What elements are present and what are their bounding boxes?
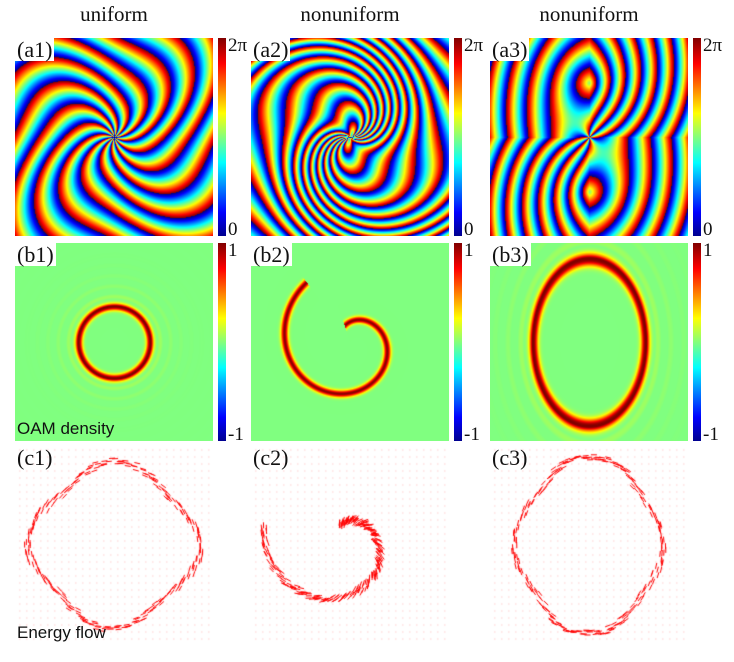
column-title: uniform (14, 2, 214, 27)
colorbar-max-label: 2π (703, 36, 722, 55)
phase-colorbar (218, 38, 226, 236)
oam-colorbar (693, 243, 701, 441)
colorbar-min-label: -1 (703, 425, 719, 444)
colorbar-min-label: 0 (464, 220, 474, 239)
phase-map-2 (251, 38, 449, 236)
panel-label: (c3) (490, 446, 529, 469)
flow-map-1 (15, 446, 213, 644)
oam-map-3 (490, 243, 688, 441)
phase-map-1 (15, 38, 213, 236)
column-title: nonuniform (250, 2, 450, 27)
flow-map-3 (490, 446, 688, 644)
oam-density-label: OAM density (17, 419, 114, 439)
flow-map-2 (251, 446, 449, 644)
colorbar-min-label: -1 (464, 425, 480, 444)
energy-flow-label: Energy flow (17, 623, 106, 643)
oam-map-1 (15, 243, 213, 441)
panel-label: (b1) (15, 243, 56, 266)
panel-label: (b3) (490, 243, 531, 266)
colorbar-min-label: -1 (228, 425, 244, 444)
column-title: nonuniform (489, 2, 689, 27)
phase-colorbar (454, 38, 462, 236)
panel-label: (c1) (15, 446, 54, 469)
colorbar-min-label: 0 (228, 220, 238, 239)
panel-label: (a2) (251, 38, 290, 61)
panel-label: (b2) (251, 243, 292, 266)
colorbar-max-label: 1 (464, 241, 474, 260)
panel-label: (c2) (251, 446, 290, 469)
colorbar-max-label: 2π (464, 36, 483, 55)
colorbar-max-label: 1 (703, 241, 713, 260)
colorbar-max-label: 2π (228, 36, 247, 55)
colorbar-min-label: 0 (703, 220, 713, 239)
colorbar-max-label: 1 (228, 241, 238, 260)
oam-colorbar (218, 243, 226, 441)
oam-map-2 (251, 243, 449, 441)
oam-colorbar (454, 243, 462, 441)
panel-label: (a1) (15, 38, 54, 61)
phase-colorbar (693, 38, 701, 236)
phase-map-3 (490, 38, 688, 236)
panel-label: (a3) (490, 38, 529, 61)
